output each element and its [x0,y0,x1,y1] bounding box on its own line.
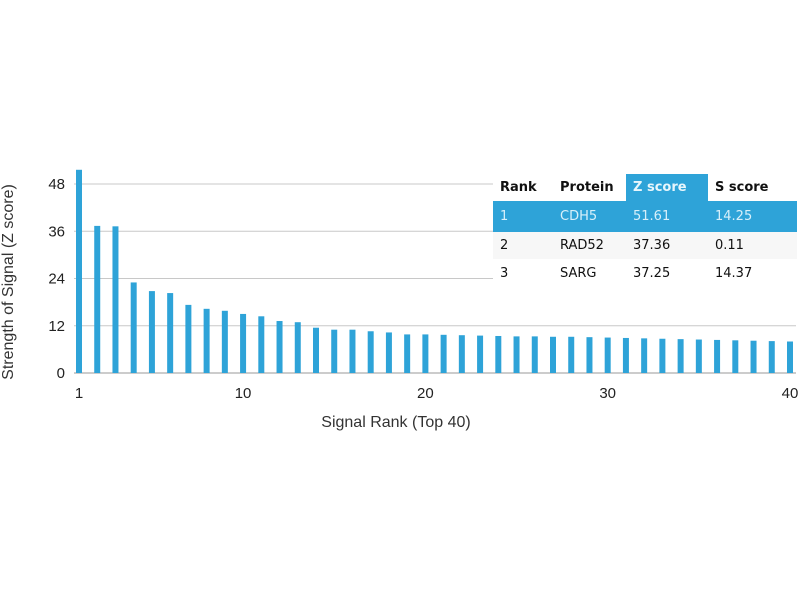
bar-rank-15 [331,329,338,373]
cell-rank: 3 [493,259,553,287]
table-row: 3 SARG 37.25 14.37 [493,259,797,287]
bar-rank-5 [148,291,155,373]
cell-s-score: 0.11 [708,232,797,259]
y-tick-label: 48 [48,176,65,193]
header-z-score: Z score [626,174,708,201]
cell-s-score: 14.25 [708,201,797,232]
y-tick-labels: 0 12 24 36 48 [48,176,65,382]
bar-rank-36 [714,339,721,373]
bar-rank-12 [276,321,283,373]
bar-rank-30 [604,337,611,373]
bar-rank-31 [622,337,629,373]
header-protein: Protein [553,174,626,201]
x-tick-label: 40 [782,385,799,402]
x-tick-label: 1 [75,385,83,402]
bar-rank-10 [240,313,247,373]
cell-z-score: 37.36 [626,232,708,259]
bar-rank-11 [258,316,265,373]
bar-rank-32 [641,338,648,373]
header-s-score: S score [708,174,797,201]
bar-rank-13 [294,322,301,373]
bar-rank-3 [112,226,119,373]
x-axis-label: Signal Rank (Top 40) [321,414,470,431]
bar-rank-38 [750,340,757,373]
bar-rank-18 [385,332,392,373]
cell-protein: CDH5 [553,201,626,232]
bar-rank-22 [458,335,465,373]
bar-rank-14 [313,327,319,373]
y-tick-label: 36 [48,223,65,240]
bar-rank-21 [440,334,447,373]
bar-rank-6 [167,293,174,373]
bar-rank-39 [768,341,775,373]
bar-rank-37 [732,340,739,373]
cell-protein: SARG [553,259,626,287]
cell-protein: RAD52 [553,232,626,259]
cell-z-score: 51.61 [626,201,708,232]
table-header-row: Rank Protein Z score S score [493,174,797,201]
x-tick-label: 30 [599,385,616,402]
table-row: 2 RAD52 37.36 0.11 [493,232,797,259]
bar-rank-17 [367,331,374,373]
y-tick-label: 24 [48,271,65,288]
bar-rank-7 [185,304,192,373]
bar-rank-24 [495,335,502,373]
y-axis-label: Strength of Signal (Z score) [0,184,17,380]
bar-rank-1 [76,169,82,373]
x-tick-label: 20 [417,385,434,402]
bar-rank-2 [94,225,101,373]
cell-rank: 2 [493,232,553,259]
header-rank: Rank [493,174,553,201]
bar-rank-34 [677,339,684,373]
bar-rank-16 [349,329,356,373]
bars [76,169,793,373]
bar-rank-26 [531,336,538,373]
top-proteins-table: Rank Protein Z score S score 1 CDH5 51.6… [493,174,797,287]
bar-rank-9 [221,310,228,373]
bar-rank-19 [404,334,411,373]
y-tick-label: 0 [57,365,65,382]
bar-rank-27 [550,336,556,373]
cell-s-score: 14.37 [708,259,797,287]
bar-rank-33 [659,338,666,373]
cell-z-score: 37.25 [626,259,708,287]
bar-rank-20 [422,334,429,373]
bar-rank-35 [695,339,702,373]
x-tick-labels: 1 10 20 30 40 [75,385,799,402]
bar-rank-23 [477,335,484,373]
cell-rank: 1 [493,201,553,232]
bar-rank-28 [568,336,575,373]
table-row: 1 CDH5 51.61 14.25 [493,201,797,232]
bar-rank-4 [130,282,137,373]
y-tick-label: 12 [48,318,65,335]
bar-rank-25 [513,336,520,373]
bar-rank-29 [586,337,593,373]
x-tick-label: 10 [235,385,252,402]
bar-rank-40 [787,341,793,373]
bar-rank-8 [203,308,210,373]
